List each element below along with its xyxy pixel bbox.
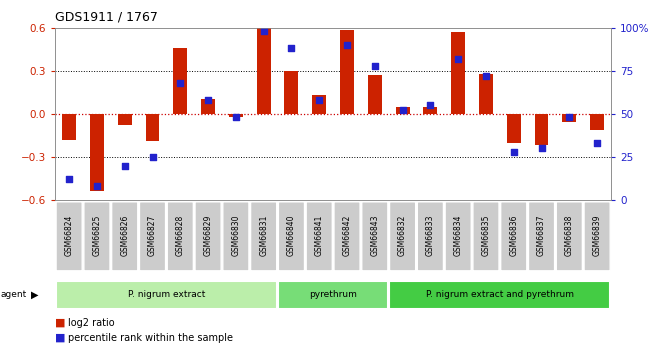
Point xyxy=(564,115,575,120)
FancyBboxPatch shape xyxy=(445,202,471,271)
FancyBboxPatch shape xyxy=(223,202,249,271)
Text: GSM66832: GSM66832 xyxy=(398,214,407,256)
FancyBboxPatch shape xyxy=(167,202,193,271)
Text: GSM66829: GSM66829 xyxy=(203,214,213,256)
Bar xyxy=(534,114,549,146)
FancyBboxPatch shape xyxy=(362,202,388,271)
FancyBboxPatch shape xyxy=(528,202,554,271)
FancyBboxPatch shape xyxy=(56,202,82,271)
Point xyxy=(453,56,463,61)
Bar xyxy=(423,107,437,114)
Text: agent: agent xyxy=(1,290,27,299)
Bar xyxy=(590,114,604,130)
Text: GSM66826: GSM66826 xyxy=(120,214,129,256)
Text: ■: ■ xyxy=(55,318,66,327)
Bar xyxy=(340,30,354,114)
Bar xyxy=(479,73,493,114)
Text: GSM66830: GSM66830 xyxy=(231,214,240,256)
Point xyxy=(203,97,213,103)
FancyBboxPatch shape xyxy=(584,202,610,271)
Text: GSM66843: GSM66843 xyxy=(370,214,380,256)
Bar xyxy=(312,95,326,114)
Point xyxy=(92,184,102,189)
Bar xyxy=(201,99,215,114)
FancyBboxPatch shape xyxy=(56,281,277,309)
Text: GSM66827: GSM66827 xyxy=(148,214,157,256)
FancyBboxPatch shape xyxy=(389,281,610,309)
Bar xyxy=(562,114,577,122)
Bar xyxy=(368,75,382,114)
Bar xyxy=(285,71,298,114)
Text: P. nigrum extract: P. nigrum extract xyxy=(127,290,205,299)
Point xyxy=(425,102,436,108)
Text: GSM66824: GSM66824 xyxy=(64,214,73,256)
Bar xyxy=(62,114,76,140)
Text: GSM66840: GSM66840 xyxy=(287,214,296,256)
Text: GSM66825: GSM66825 xyxy=(92,214,101,256)
Bar xyxy=(229,114,243,117)
Point xyxy=(592,140,603,146)
Text: GSM66834: GSM66834 xyxy=(454,214,463,256)
Text: GSM66837: GSM66837 xyxy=(537,214,546,256)
FancyBboxPatch shape xyxy=(84,202,110,271)
Text: GSM66835: GSM66835 xyxy=(482,214,491,256)
Text: GSM66836: GSM66836 xyxy=(509,214,518,256)
FancyBboxPatch shape xyxy=(473,202,499,271)
FancyBboxPatch shape xyxy=(334,202,360,271)
Text: ■: ■ xyxy=(55,333,66,343)
FancyBboxPatch shape xyxy=(251,202,277,271)
Text: GSM66833: GSM66833 xyxy=(426,214,435,256)
Bar xyxy=(396,107,410,114)
Text: P. nigrum extract and pyrethrum: P. nigrum extract and pyrethrum xyxy=(426,290,574,299)
Bar xyxy=(451,32,465,114)
Point xyxy=(342,42,352,48)
FancyBboxPatch shape xyxy=(500,202,526,271)
Point xyxy=(314,97,324,103)
Point xyxy=(481,73,491,79)
FancyBboxPatch shape xyxy=(389,202,415,271)
Bar xyxy=(118,114,132,125)
Text: percentile rank within the sample: percentile rank within the sample xyxy=(68,333,233,343)
Bar xyxy=(174,48,187,114)
FancyBboxPatch shape xyxy=(140,202,166,271)
Point xyxy=(175,80,185,86)
Text: GSM66839: GSM66839 xyxy=(593,214,602,256)
FancyBboxPatch shape xyxy=(306,202,332,271)
Text: GSM66828: GSM66828 xyxy=(176,214,185,256)
FancyBboxPatch shape xyxy=(195,202,221,271)
Bar xyxy=(146,114,159,141)
Text: log2 ratio: log2 ratio xyxy=(68,318,115,327)
Point xyxy=(508,149,519,155)
FancyBboxPatch shape xyxy=(278,281,388,309)
Point xyxy=(259,28,269,34)
Text: GDS1911 / 1767: GDS1911 / 1767 xyxy=(55,10,158,23)
FancyBboxPatch shape xyxy=(278,202,304,271)
Bar xyxy=(507,114,521,142)
Bar xyxy=(90,114,104,191)
Point xyxy=(64,177,74,182)
Point xyxy=(370,63,380,68)
Point xyxy=(286,46,296,51)
Point xyxy=(536,146,547,151)
FancyBboxPatch shape xyxy=(417,202,443,271)
Text: ▶: ▶ xyxy=(31,290,39,300)
Point xyxy=(397,108,408,113)
Text: GSM66842: GSM66842 xyxy=(343,214,352,256)
Text: GSM66841: GSM66841 xyxy=(315,214,324,256)
FancyBboxPatch shape xyxy=(112,202,138,271)
Point xyxy=(120,163,130,168)
Text: GSM66831: GSM66831 xyxy=(259,214,268,256)
Point xyxy=(148,154,158,160)
Point xyxy=(231,115,241,120)
Text: pyrethrum: pyrethrum xyxy=(309,290,357,299)
Bar xyxy=(257,28,270,114)
FancyBboxPatch shape xyxy=(556,202,582,271)
Text: GSM66838: GSM66838 xyxy=(565,214,574,256)
